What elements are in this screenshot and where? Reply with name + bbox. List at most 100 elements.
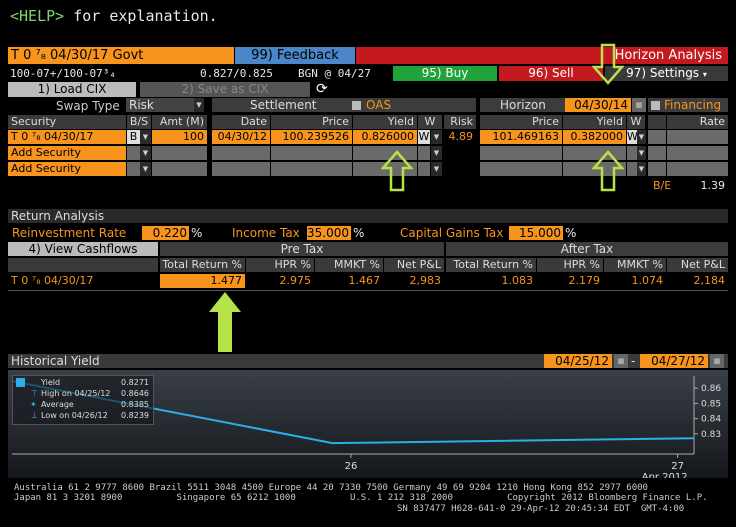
up-arrow-annotation	[381, 150, 413, 192]
empty-cell	[271, 146, 352, 160]
y-tick-label: 0.85	[701, 399, 721, 409]
horizon-w-cell[interactable]: W	[627, 130, 637, 144]
capital-gains-input[interactable]: 15.000	[509, 226, 563, 240]
empty-cell	[627, 146, 637, 160]
to-date-input[interactable]: 04/27/12	[640, 354, 708, 368]
amount-cell[interactable]	[152, 146, 207, 160]
horizon-price-cell[interactable]: 101.469163	[480, 130, 562, 144]
divider	[8, 290, 728, 291]
empty-cell	[648, 146, 666, 160]
chevron-down-icon[interactable]: ▼	[431, 130, 442, 144]
financing-header: Financing	[648, 98, 728, 112]
x-axis-sublabel: Apr 2012	[642, 472, 688, 478]
col-header	[8, 258, 158, 272]
rate-cell[interactable]	[667, 130, 728, 144]
quote-source: BGN @ 04/27	[298, 67, 371, 80]
legend-label: Yield	[41, 378, 61, 387]
calendar-icon[interactable]: ▦	[710, 354, 724, 368]
horizon-date-input[interactable]: 04/30/14	[565, 98, 631, 112]
amount-cell[interactable]: 100	[152, 130, 207, 144]
col-header: MMKT %	[604, 258, 666, 272]
calendar-icon[interactable]: ▦	[614, 354, 628, 368]
chevron-down-icon[interactable]: ▼	[140, 162, 151, 176]
y-tick-label: 0.86	[701, 384, 721, 394]
empty-cell	[627, 162, 637, 176]
sell-button[interactable]: 96) Sell	[499, 66, 603, 81]
settings-button[interactable]: 97) Settings ▾	[605, 66, 728, 81]
legend-value: 0.8385	[121, 400, 149, 409]
settle-date-cell[interactable]: 04/30/12	[212, 130, 270, 144]
net-pl-pretax: 2,983	[409, 274, 442, 287]
income-tax-input[interactable]: 35.000	[307, 226, 351, 240]
bs-cell[interactable]	[127, 162, 140, 176]
view-cashflows-button[interactable]: 4) View Cashflows	[8, 242, 158, 256]
legend-value: 0.8271	[121, 378, 149, 387]
col-header: Net P&L	[384, 258, 444, 272]
calendar-icon[interactable]: ▦	[632, 98, 646, 112]
settle-price-cell[interactable]: 100.239526	[271, 130, 352, 144]
security-title[interactable]: T 0 ⁷₈ 04/30/17 Govt	[8, 47, 234, 64]
empty-cell	[667, 162, 728, 176]
buy-button[interactable]: 95) Buy	[393, 66, 497, 81]
chart-legend: Yield 0.8271 ⊤ High on 04/25/12 0.8646 ✦…	[12, 375, 154, 425]
return-row-label: T 0 ⁷₈ 04/30/17	[11, 274, 94, 287]
reinvestment-input[interactable]: 0.220	[142, 226, 189, 240]
col-header: W	[627, 115, 645, 129]
settle-w-cell[interactable]: W	[418, 130, 430, 144]
empty-cell	[212, 146, 270, 160]
amount-cell[interactable]	[152, 162, 207, 176]
settle-yield-cell[interactable]: 0.826000	[353, 130, 417, 144]
return-analysis-header: Return Analysis	[8, 209, 728, 223]
hpr-pretax: 2.975	[279, 274, 312, 287]
chevron-down-icon[interactable]: ▼	[637, 130, 646, 144]
help-tag[interactable]: <HELP>	[10, 7, 65, 25]
chevron-down-icon[interactable]: ▼	[637, 146, 646, 160]
income-tax-label: Income Tax	[232, 226, 300, 240]
chevron-down-icon[interactable]: ▼	[637, 162, 646, 176]
col-header: Rate	[667, 115, 728, 129]
save-cix-button[interactable]: 2) Save as CIX	[140, 82, 310, 97]
chevron-down-icon[interactable]: ▼	[194, 98, 204, 112]
add-security-cell[interactable]: Add Security	[8, 162, 126, 176]
y-tick-label: 0.84	[701, 415, 721, 425]
reinvestment-label: Reinvestment Rate	[12, 226, 127, 240]
col-header: Price	[271, 115, 352, 129]
col-header: B/S	[127, 115, 151, 129]
financing-cell[interactable]	[648, 130, 666, 144]
security-cell[interactable]: T 0 ⁷₈ 04/30/17	[8, 130, 126, 144]
income-tax-unit: %	[353, 226, 365, 240]
col-header: MMKT %	[315, 258, 383, 272]
up-arrow-annotation	[592, 150, 624, 192]
col-header: Amt (M)	[152, 115, 207, 129]
feedback-button[interactable]: 99) Feedback	[235, 47, 355, 64]
swap-type-select[interactable]: Risk	[126, 98, 194, 112]
financing-checkbox[interactable]	[651, 101, 660, 110]
chevron-down-icon[interactable]: ▼	[140, 146, 151, 160]
col-header: Yield	[563, 115, 626, 129]
empty-cell	[418, 162, 430, 176]
col-header: HPR %	[537, 258, 603, 272]
financing-label: Financing	[664, 98, 722, 112]
chevron-down-icon[interactable]: ▼	[140, 130, 151, 144]
oas-checkbox[interactable]	[352, 101, 361, 110]
down-arrow-annotation	[592, 43, 624, 85]
chevron-down-icon[interactable]: ▼	[431, 146, 442, 160]
after-tax-header: After Tax	[446, 242, 728, 256]
footer-contacts: Australia 61 2 9777 8600 Brazil 5511 304…	[14, 483, 648, 493]
from-date-input[interactable]: 04/25/12	[544, 354, 612, 368]
bs-cell[interactable]	[127, 146, 140, 160]
add-security-cell[interactable]: Add Security	[8, 146, 126, 160]
horizon-label: Horizon	[480, 98, 565, 112]
help-text: for explanation.	[64, 7, 218, 25]
series-color-swatch[interactable]	[16, 378, 25, 387]
high-marker-icon: ⊤	[31, 389, 38, 398]
mmkt-aftertax: 1.074	[631, 274, 664, 287]
capital-gains-unit: %	[565, 226, 577, 240]
bs-cell[interactable]: B	[127, 130, 140, 144]
load-cix-button[interactable]: 1) Load CIX	[8, 82, 136, 97]
refresh-icon[interactable]: ⟳	[316, 81, 328, 97]
col-header: Price	[480, 115, 562, 129]
pre-tax-header: Pre Tax	[160, 242, 444, 256]
chevron-down-icon[interactable]: ▼	[431, 162, 442, 176]
horizon-yield-cell[interactable]: 0.382000	[563, 130, 626, 144]
